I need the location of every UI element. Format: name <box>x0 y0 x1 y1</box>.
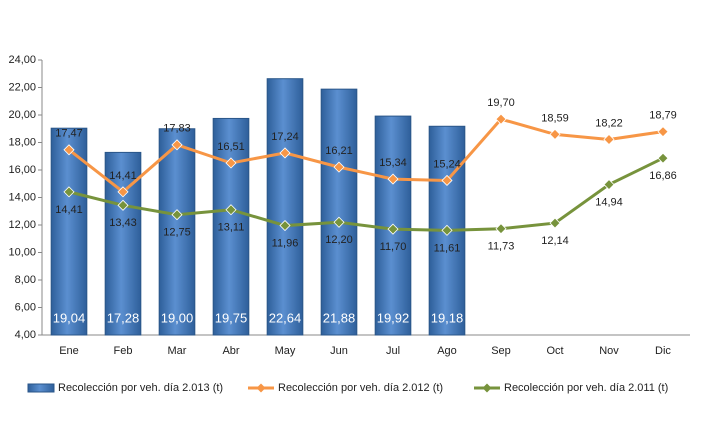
marker <box>657 126 669 138</box>
y-tick-label: 20,00 <box>8 109 36 121</box>
x-tick-label: Abr <box>222 345 239 357</box>
marker <box>63 186 75 198</box>
legend-label: Recolección por veh. día 2.011 (t) <box>504 382 668 394</box>
marker <box>117 186 129 198</box>
line-value-label: 15,24 <box>433 158 461 170</box>
y-tick-label: 14,00 <box>8 191 36 203</box>
marker <box>225 204 237 216</box>
bar <box>266 78 304 336</box>
line-value-label: 13,11 <box>218 222 245 234</box>
bar <box>212 117 250 336</box>
y-tick-label: 22,00 <box>8 81 36 93</box>
x-tick-label: Sep <box>491 345 511 357</box>
y-tick-label: 10,00 <box>8 246 36 258</box>
x-tick-label: Oct <box>546 345 563 357</box>
line-value-label: 12,14 <box>541 235 569 247</box>
line-value-label: 13,43 <box>109 217 137 229</box>
marker <box>171 139 183 151</box>
marker <box>603 133 615 146</box>
bar-value-label: 19,92 <box>377 310 410 325</box>
marker <box>387 223 399 235</box>
bar-value-label: 19,18 <box>431 310 464 325</box>
x-tick-label: Nov <box>599 345 619 357</box>
line-value-label: 12,20 <box>325 234 353 246</box>
marker <box>549 217 561 229</box>
line <box>68 117 664 194</box>
marker <box>333 216 345 228</box>
line-value-label: 14,41 <box>109 170 137 182</box>
x-tick-label: Jul <box>386 345 400 357</box>
y-tick-label: 8,00 <box>15 274 36 286</box>
line-value-label: 18,22 <box>595 117 623 129</box>
line-value-label: 17,24 <box>271 131 299 143</box>
bar-value-label: 17,28 <box>107 310 140 325</box>
line-value-label: 14,41 <box>55 204 83 216</box>
marker <box>63 144 75 156</box>
bar <box>50 127 88 336</box>
bar-value-label: 21,88 <box>323 310 356 325</box>
bar <box>158 128 196 336</box>
line-value-label: 19,70 <box>487 97 515 109</box>
marker <box>279 147 291 159</box>
marker <box>657 152 669 164</box>
bar <box>320 88 358 336</box>
x-tick-label: Ene <box>59 345 79 357</box>
bar-value-label: 19,04 <box>53 310 86 325</box>
line-value-label: 17,83 <box>163 123 191 135</box>
line-value-label: 11,96 <box>272 237 299 249</box>
line-value-label: 15,34 <box>379 157 407 169</box>
marker <box>171 209 183 221</box>
marker <box>387 173 399 185</box>
bar-value-label: 22,64 <box>269 310 302 325</box>
marker <box>549 128 561 140</box>
line-value-label: 18,79 <box>649 110 677 122</box>
x-tick-label: Dic <box>655 345 671 357</box>
line-value-label: 11,70 <box>380 241 407 253</box>
legend-label: Recolección por veh. día 2.012 (t) <box>278 382 443 394</box>
marker <box>333 161 345 173</box>
legend-marker <box>482 383 492 393</box>
bar-value-label: 19,75 <box>215 310 248 325</box>
marker <box>225 157 237 169</box>
line-value-label: 12,75 <box>163 227 191 239</box>
line-value-label: 17,47 <box>55 128 83 140</box>
marker <box>603 179 615 191</box>
y-tick-label: 4,00 <box>15 329 36 341</box>
line-value-label: 16,51 <box>217 141 245 153</box>
line-value-label: 16,21 <box>325 145 353 157</box>
y-tick-label: 12,00 <box>8 219 36 231</box>
marker <box>117 199 129 211</box>
marker <box>441 224 453 236</box>
line <box>68 156 664 232</box>
x-tick-label: May <box>275 345 296 357</box>
line-value-label: 16,86 <box>649 170 677 182</box>
line-value-label: 11,73 <box>488 241 515 253</box>
line-value-label: 11,61 <box>434 242 461 254</box>
legend-swatch <box>27 383 55 393</box>
line-value-label: 18,59 <box>541 112 569 124</box>
line-value-label: 14,94 <box>595 196 623 208</box>
marker <box>495 113 507 125</box>
x-tick-label: Mar <box>168 345 187 357</box>
marker <box>495 223 507 235</box>
bar-value-label: 19,00 <box>161 310 194 325</box>
marker <box>441 174 453 187</box>
y-tick-label: 6,00 <box>15 301 36 313</box>
x-tick-label: Feb <box>114 345 133 357</box>
y-tick-label: 16,00 <box>8 164 36 176</box>
y-tick-label: 18,00 <box>8 136 36 148</box>
legend-label: Recolección por veh. día 2.013 (t) <box>58 382 223 394</box>
x-tick-label: Ago <box>437 345 457 357</box>
legend-marker <box>256 383 266 393</box>
x-tick-label: Jun <box>330 345 348 357</box>
y-tick-label: 24,00 <box>8 54 36 66</box>
marker <box>279 219 291 232</box>
